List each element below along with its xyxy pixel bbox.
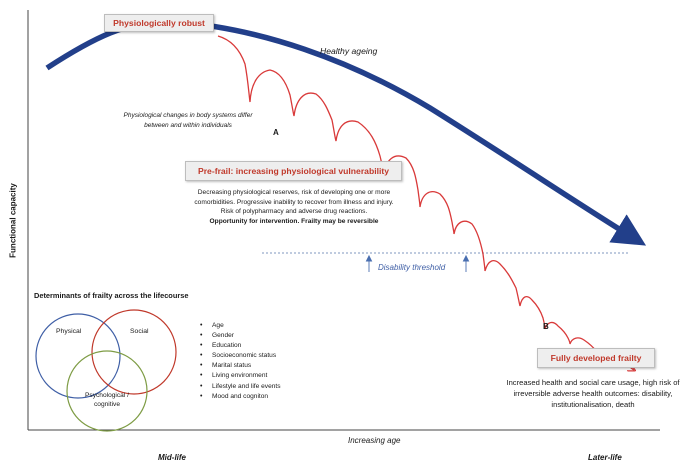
list-item: Lifestyle and life events <box>200 382 281 392</box>
list-item: Socioeconomic status <box>200 351 281 361</box>
list-item: Age <box>200 321 281 331</box>
list-item: Gender <box>200 331 281 341</box>
pre-frail-description: Decreasing physiological reserves, risk … <box>192 188 396 226</box>
mid-life-label: Mid-life <box>158 453 186 462</box>
disability-threshold-label: Disability threshold <box>378 263 446 272</box>
pre-frail-description-text: Decreasing physiological reserves, risk … <box>194 189 394 216</box>
frailty-trajectory-line <box>217 35 634 370</box>
pre-frail-box: Pre-frail: increasing physiological vuln… <box>185 161 402 181</box>
list-item: Education <box>200 341 281 351</box>
venn-circle-social <box>91 309 177 395</box>
venn-label-social: Social <box>130 328 149 335</box>
frailty-description: Increased health and social care usage, … <box>506 378 680 409</box>
y-axis-label: Functional capacity <box>8 183 18 258</box>
list-item: Living environment <box>200 371 281 381</box>
venn-label-psychological: Psychological / cognitive <box>85 392 129 408</box>
fully-developed-frailty-box: Fully developed frailty <box>537 348 655 368</box>
determinants-title: Determinants of frailty across the lifec… <box>34 291 189 300</box>
physiological-changes-note: Physiological changes in body systems di… <box>123 112 253 129</box>
physiologically-robust-box: Physiologically robust <box>104 14 214 32</box>
later-life-label: Later-life <box>588 453 622 462</box>
threshold-arrow-left <box>365 254 373 272</box>
venn-circle-psychological <box>66 350 148 432</box>
venn-label-physical: Physical <box>56 328 82 335</box>
x-axis-label: Increasing age <box>348 436 401 445</box>
point-b-label: B <box>543 322 549 331</box>
list-item: Mood and cogniton <box>200 392 281 402</box>
determinants-list: Age Gender Education Socioeconomic statu… <box>200 321 281 402</box>
threshold-arrow-right <box>462 254 470 272</box>
venn-circle-physical <box>35 313 121 399</box>
pre-frail-emphasis: Opportunity for intervention. Frailty ma… <box>209 217 379 225</box>
point-a-label: A <box>273 128 279 137</box>
healthy-ageing-label: Healthy ageing <box>320 46 378 56</box>
list-item: Marital status <box>200 361 281 371</box>
